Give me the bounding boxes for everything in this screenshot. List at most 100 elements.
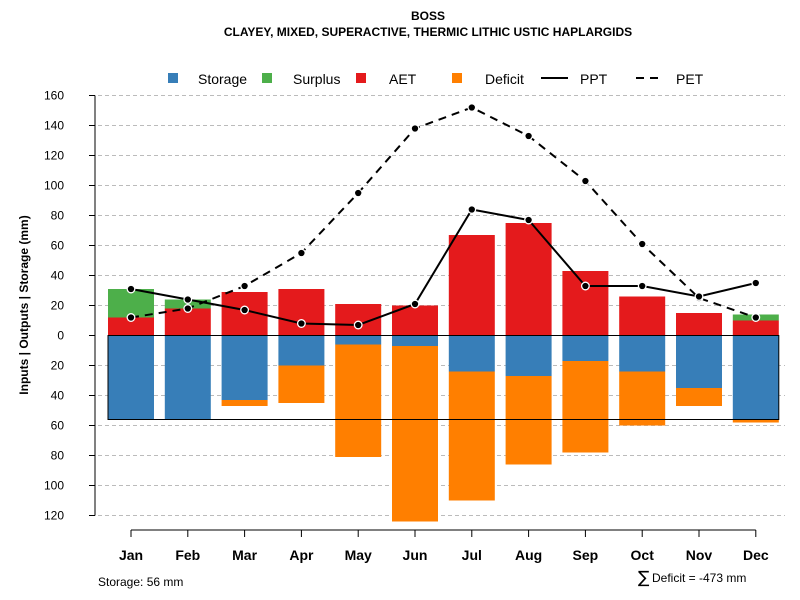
aet-bar: [562, 271, 609, 336]
storage-bar: [108, 335, 154, 420]
x-tick-label: Apr: [289, 547, 314, 563]
deficit-bar: [278, 365, 325, 403]
storage-frame: [107, 335, 780, 420]
ppt-point: [353, 320, 363, 330]
deficit-bar: [392, 346, 438, 522]
ppt-point: [126, 284, 136, 294]
storage-bar: [392, 335, 438, 346]
y-tick-label: 20: [51, 299, 65, 313]
ppt-point: [751, 278, 761, 288]
ppt-point: [694, 292, 704, 301]
pet-point: [296, 248, 306, 258]
legend-label-storage: Storage: [198, 71, 247, 87]
pet-point: [183, 304, 193, 313]
y-tick-label: 40: [51, 389, 65, 403]
pet-point: [751, 313, 761, 322]
y-tick-label: 80: [51, 209, 65, 223]
legend-swatch-aet: [356, 73, 366, 83]
ppt-point: [580, 281, 590, 291]
x-tick-label: Oct: [631, 547, 655, 563]
x-tick-label: Feb: [175, 547, 200, 563]
y-tick-label: 0: [57, 329, 64, 343]
legend-swatch-deficit: [452, 73, 462, 83]
ppt-point: [524, 215, 534, 225]
ppt-point: [240, 305, 250, 315]
x-tick-label: Jun: [403, 547, 428, 563]
legend-label-pet: PET: [676, 71, 704, 87]
storage-footer: Storage: 56 mm: [98, 575, 183, 589]
legend-label-deficit: Deficit: [485, 71, 524, 87]
x-axis: Jan Feb Mar Apr May Jun Jul Aug Sep Oct Nov Dec: [119, 529, 769, 563]
y-tick-label: 100: [44, 479, 64, 493]
storage-bar: [562, 335, 609, 361]
aet-bar: [164, 308, 211, 336]
pet-point: [126, 313, 136, 322]
y-tick-label: 160: [44, 89, 64, 103]
ppt-line: [130, 208, 757, 327]
storage-bar: [164, 335, 211, 420]
x-tick-label: Dec: [743, 547, 769, 563]
sum-symbol: ∑: [638, 568, 650, 588]
y-tick-label: 120: [44, 509, 64, 523]
y-axis-label: Inputs | Outputs | Storage (mm): [17, 215, 31, 394]
x-tick-label: Mar: [232, 547, 257, 563]
legend: Storage Surplus AET Deficit PPT PET: [168, 71, 704, 87]
legend-label-surplus: Surplus: [293, 71, 340, 87]
y-axis: 160 140 120 100 80 60 40 20 0 20 40 60 80 100 120: [44, 89, 96, 523]
x-tick-label: Aug: [515, 547, 542, 563]
x-tick-label: Jul: [462, 547, 482, 563]
y-tick-label: 80: [51, 449, 65, 463]
x-tick-label: Jan: [119, 547, 143, 563]
legend-label-aet: AET: [389, 71, 417, 87]
x-tick-label: May: [345, 547, 372, 563]
y-tick-label: 100: [44, 179, 64, 193]
pet-point: [410, 124, 420, 133]
legend-swatch-surplus: [262, 73, 272, 83]
deficit-bar: [676, 388, 722, 406]
aet-bar: [676, 313, 722, 336]
storage-bar: [619, 335, 666, 372]
deficit-bar: [505, 376, 552, 465]
deficit-bar: [732, 419, 779, 423]
legend-label-ppt: PPT: [580, 71, 608, 87]
deficit-bar: [221, 400, 268, 406]
pet-point: [637, 239, 647, 249]
pet-point: [524, 131, 534, 141]
surplus-bar: [108, 289, 154, 318]
storage-bar: [676, 335, 722, 388]
pet-point: [353, 188, 363, 198]
storage-bar: [335, 335, 382, 345]
deficit-footer: Deficit = -473 mm: [652, 571, 746, 585]
ppt-point: [296, 319, 306, 328]
x-tick-label: Sep: [573, 547, 599, 563]
ppt-point: [183, 295, 193, 304]
pet-point: [467, 103, 477, 112]
aet-bar: [732, 320, 779, 336]
chart-subtitle: CLAYEY, MIXED, SUPERACTIVE, THERMIC LITH…: [224, 25, 632, 39]
ppt-point: [637, 281, 647, 291]
aet-bar: [278, 289, 325, 336]
pet-line: [130, 106, 757, 319]
gridlines: [98, 95, 785, 516]
y-tick-label: 60: [51, 419, 65, 433]
bars: [108, 223, 779, 522]
legend-swatch-storage: [168, 73, 178, 83]
aet-bar: [619, 296, 666, 336]
storage-bar: [221, 335, 268, 400]
pet-point: [240, 281, 250, 291]
aet-bar: [108, 317, 154, 336]
deficit-bar: [619, 371, 666, 426]
y-tick-label: 60: [51, 239, 65, 253]
y-tick-label: 140: [44, 119, 64, 133]
pet-point: [580, 176, 590, 186]
surplus-bar: [164, 299, 211, 309]
storage-bar: [732, 335, 779, 420]
y-tick-label: 40: [51, 269, 65, 283]
storage-bar: [278, 335, 325, 366]
y-tick-label: 120: [44, 149, 64, 163]
ppt-point: [410, 299, 420, 309]
storage-capacity-frame: [107, 335, 780, 420]
deficit-bar: [562, 361, 609, 453]
storage-bar: [448, 335, 495, 372]
